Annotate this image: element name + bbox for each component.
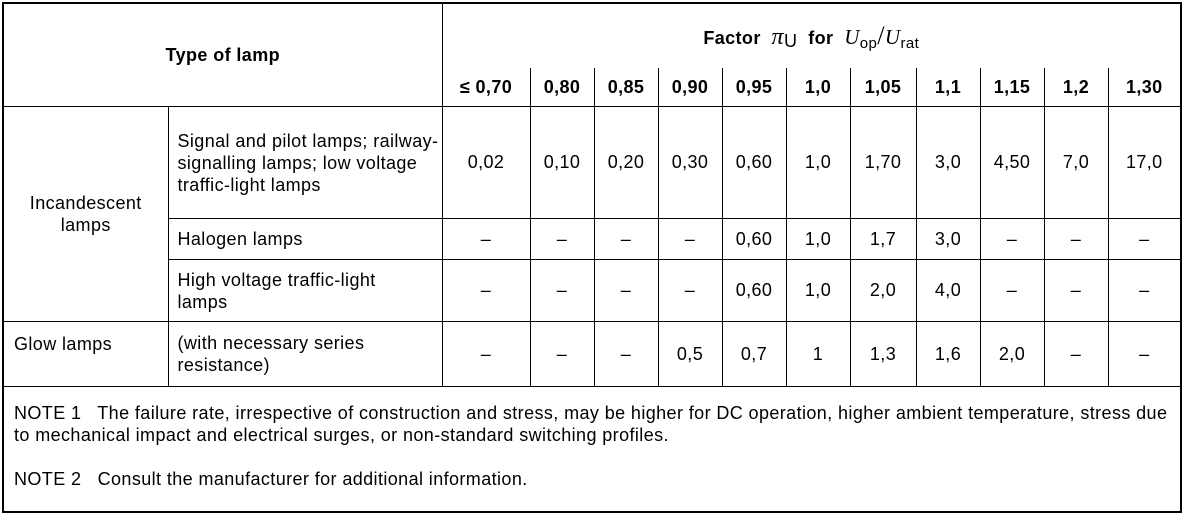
notes-row: NOTE 1 The failure rate, irrespective of…	[4, 387, 1180, 506]
factor-value: –	[529, 321, 595, 387]
incandescent-group-text: Incandescent lamps	[29, 193, 142, 235]
factor-value: 0,5	[657, 321, 723, 387]
voltage-header: 1,2	[1043, 68, 1109, 107]
factor-value: 3,0	[915, 106, 981, 219]
voltage-header: 0,90	[657, 68, 723, 107]
factor-value: 1,3	[849, 321, 917, 387]
lamp-type-cell: Signal and pilot lamps; railway-signalli…	[168, 106, 443, 219]
factor-value: –	[529, 259, 595, 322]
notes-cell: NOTE 1 The failure rate, irrespective of…	[4, 387, 1180, 506]
lamp-type-cell: (with necessary series resistance)	[168, 321, 443, 387]
ratio-denominator-var: U	[884, 25, 901, 49]
voltage-header: 1,1	[915, 68, 981, 107]
ratio-slash: /	[877, 21, 885, 50]
factor-value: –	[442, 321, 531, 387]
factor-value: –	[593, 321, 659, 387]
factor-value: –	[1043, 321, 1109, 387]
factor-value: 1	[785, 321, 851, 387]
voltage-header: 1,05	[849, 68, 917, 107]
factor-value: 1,6	[915, 321, 981, 387]
factor-value: 0,60	[721, 259, 787, 322]
note-1: NOTE 1 The failure rate, irrespective of…	[14, 403, 1173, 446]
factor-value: –	[657, 218, 723, 260]
factor-value: 0,7	[721, 321, 787, 387]
type-of-lamp-header: Type of lamp	[4, 4, 443, 107]
factor-value: –	[1107, 321, 1181, 387]
table-row: Glow lamps (with necessary series resist…	[4, 321, 1181, 387]
lamp-type-cell: Halogen lamps	[168, 218, 443, 260]
incandescent-group-label: Incandescent lamps	[4, 106, 169, 322]
factor-value: 7,0	[1043, 106, 1109, 219]
ratio-numerator-sub: op	[859, 35, 878, 52]
factor-value: 2,0	[849, 259, 917, 322]
factor-value: 0,20	[593, 106, 659, 219]
note-2: NOTE 2 Consult the manufacturer for addi…	[14, 469, 528, 490]
glow-group-label: Glow lamps	[4, 321, 169, 387]
factor-value: 1,0	[785, 106, 851, 219]
lamp-type-cell: High voltage traffic-light lamps	[168, 259, 443, 322]
voltage-header: 0,85	[593, 68, 659, 107]
factor-subscript: U	[783, 31, 798, 51]
factor-value: 3,0	[915, 218, 981, 260]
type-of-lamp-label: Type of lamp	[165, 44, 280, 65]
factor-value: –	[657, 259, 723, 322]
voltage-header: 0,80	[529, 68, 595, 107]
factor-value: 1,0	[785, 259, 851, 322]
voltage-header: 1,0	[785, 68, 851, 107]
factor-value: –	[1107, 218, 1181, 260]
factor-value: 17,0	[1107, 106, 1181, 219]
voltage-header: 1,30	[1107, 68, 1181, 107]
table-row: Halogen lamps – – – – 0,60 1,0 1,7 3,0 –…	[4, 218, 1181, 260]
factor-value: 4,50	[979, 106, 1045, 219]
table-row: High voltage traffic-light lamps – – – –…	[4, 259, 1181, 322]
factor-value: 1,70	[849, 106, 917, 219]
factor-value: –	[529, 218, 595, 260]
factor-value: –	[593, 259, 659, 322]
ratio-numerator-var: U	[844, 25, 860, 49]
factor-value: –	[1043, 259, 1109, 322]
lamp-factor-table: Type of lamp Factor πU for Uop/Urat ≤ 0,…	[4, 4, 1181, 506]
factor-value: 1,0	[785, 218, 851, 260]
factor-value: –	[442, 259, 531, 322]
for-label: for	[808, 28, 834, 48]
factor-value: –	[1107, 259, 1181, 322]
factor-value: 0,30	[657, 106, 723, 219]
factor-value: 0,60	[721, 218, 787, 260]
voltage-header: ≤ 0,70	[442, 68, 531, 107]
factor-value: 2,0	[979, 321, 1045, 387]
factor-header: Factor πU for Uop/Urat	[442, 4, 1180, 68]
factor-value: 1,7	[849, 218, 917, 260]
factor-value: 4,0	[915, 259, 981, 322]
voltage-header: 0,95	[721, 68, 787, 107]
factor-value: 0,02	[442, 106, 531, 219]
factor-value: –	[593, 218, 659, 260]
ratio-denominator-sub: rat	[900, 35, 920, 52]
table-row: Incandescent lamps Signal and pilot lamp…	[4, 106, 1181, 322]
factor-value: 0,10	[529, 106, 595, 219]
factor-value: –	[979, 259, 1045, 322]
factor-value: –	[979, 218, 1045, 260]
factor-value: –	[1043, 218, 1109, 260]
factor-value: 0,60	[721, 106, 787, 219]
voltage-header: 1,15	[979, 68, 1045, 107]
factor-symbol: π	[771, 24, 784, 50]
factor-label: Factor	[703, 28, 761, 48]
factor-value: –	[442, 218, 531, 260]
